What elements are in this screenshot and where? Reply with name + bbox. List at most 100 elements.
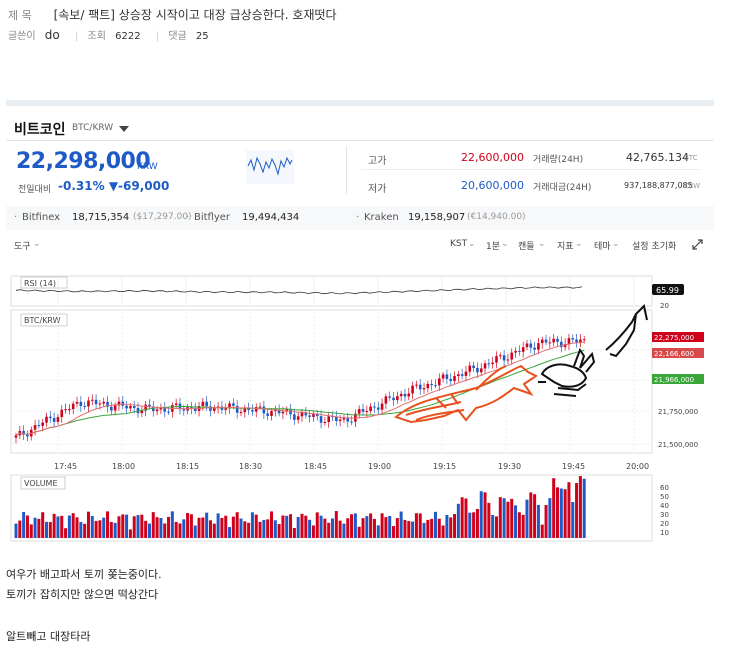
chevron-down-icon[interactable] <box>119 125 129 133</box>
volume-bar <box>483 492 487 538</box>
volume-bar <box>399 511 403 538</box>
candle <box>384 396 388 404</box>
candle <box>567 338 571 345</box>
volume-bar <box>365 516 369 538</box>
volume-bar <box>414 513 418 538</box>
current-price: 22,298,000 <box>16 149 151 174</box>
volume-label: 거래량(24H) <box>533 155 584 165</box>
volume-bar <box>445 514 449 538</box>
timezone-menu[interactable]: KST <box>450 239 468 249</box>
candle <box>274 410 277 412</box>
low-value: 20,600,000 <box>461 179 524 192</box>
candle <box>247 408 250 411</box>
candle <box>22 430 25 435</box>
exchange-price: 19,494,434 <box>242 212 300 223</box>
volume-bar <box>258 521 262 538</box>
rsi-value-tag <box>652 284 684 295</box>
reset-button[interactable]: 설정 초기화 <box>632 242 677 252</box>
volume-bar <box>67 515 71 538</box>
ma-red-line <box>15 341 585 436</box>
volume-bar <box>346 518 350 538</box>
volume-bar <box>468 512 472 538</box>
exchange-name: Bitfinex <box>22 212 61 223</box>
candle <box>502 355 506 361</box>
chart-area[interactable]: RSI (14) 65.99 20 BTC/KRW 22,275,000 22,… <box>6 270 714 546</box>
volume-unit: BTC <box>684 154 698 162</box>
candle <box>209 406 212 411</box>
candle <box>113 405 117 411</box>
coin-name[interactable]: 비트코인 <box>14 122 66 138</box>
volume-bar <box>56 516 60 538</box>
chevron-down-icon: ⌄ <box>612 239 620 249</box>
interval-menu[interactable]: 1분 <box>486 242 501 252</box>
candle <box>476 367 479 373</box>
tools-menu[interactable]: 도구 <box>14 242 31 252</box>
candle <box>293 414 296 420</box>
volume-bar <box>235 512 239 538</box>
volume-bar <box>529 492 533 538</box>
volume-bar <box>140 514 144 538</box>
meta-row: 글쓴이 do | 조회 6222 | 댓글 25 <box>8 27 215 42</box>
volume-bar <box>395 518 399 538</box>
volume-bar <box>60 515 64 538</box>
candle <box>422 388 426 390</box>
divider <box>361 169 701 170</box>
volume-bar <box>102 517 106 538</box>
exchange-price: 18,715,354 <box>72 212 130 223</box>
candle <box>430 383 433 386</box>
candle <box>212 407 216 411</box>
vol-tick: 50 <box>660 493 669 501</box>
candle <box>388 396 392 398</box>
vol-tick: 30 <box>660 511 669 519</box>
candle <box>537 343 540 350</box>
candle <box>582 339 586 341</box>
volume-bar <box>266 519 270 538</box>
volume-bar <box>289 514 293 538</box>
price-grid <box>12 312 651 452</box>
rsi-label: RSI (14) <box>24 279 56 288</box>
volume-bar <box>178 523 182 538</box>
volume-bar <box>220 517 224 538</box>
candle <box>403 393 407 397</box>
candle <box>396 396 399 401</box>
candle <box>411 385 414 394</box>
volume-bar <box>464 498 468 538</box>
candle <box>33 425 37 430</box>
candle <box>472 365 475 368</box>
candle <box>373 406 376 408</box>
candle <box>579 339 582 343</box>
fullscreen-icon[interactable] <box>692 239 703 250</box>
candle <box>529 343 533 348</box>
volume-bar <box>193 525 197 538</box>
candle <box>94 399 98 405</box>
exchange-alt: (€14,940.00) <box>467 212 526 222</box>
volume-value: 42,765.134 <box>626 151 689 164</box>
candle <box>544 339 548 343</box>
candle <box>45 416 48 423</box>
indicator-menu[interactable]: 지표 <box>557 242 574 252</box>
exchange-name: Bitflyer <box>194 212 231 223</box>
volume-bar <box>517 512 521 538</box>
volume-label: VOLUME <box>24 479 58 488</box>
volume-bar <box>79 521 83 538</box>
volume-bar <box>334 511 338 538</box>
volume-bar <box>174 521 178 538</box>
candle-menu[interactable]: 캔들 <box>518 242 535 252</box>
candle <box>144 404 147 411</box>
volume-bar <box>315 512 319 538</box>
exchange-price: 19,158,907 <box>408 212 466 223</box>
coin-pair[interactable]: BTC/KRW <box>72 123 114 133</box>
candle <box>483 363 487 369</box>
volume-bar <box>369 513 373 538</box>
candle <box>300 412 304 417</box>
volume-label-box <box>20 476 66 490</box>
volume-ticks: 10 20 30 40 50 60 <box>660 484 669 537</box>
volume-bar <box>292 527 296 538</box>
views-count: 6222 <box>115 31 141 42</box>
author-name[interactable]: do <box>44 28 60 42</box>
volume-bar <box>281 515 285 538</box>
volume-bar <box>498 497 502 538</box>
theme-menu[interactable]: 테마 <box>594 242 611 252</box>
y-tick: 21,750,000 <box>658 408 698 416</box>
volume-bar <box>197 517 201 538</box>
